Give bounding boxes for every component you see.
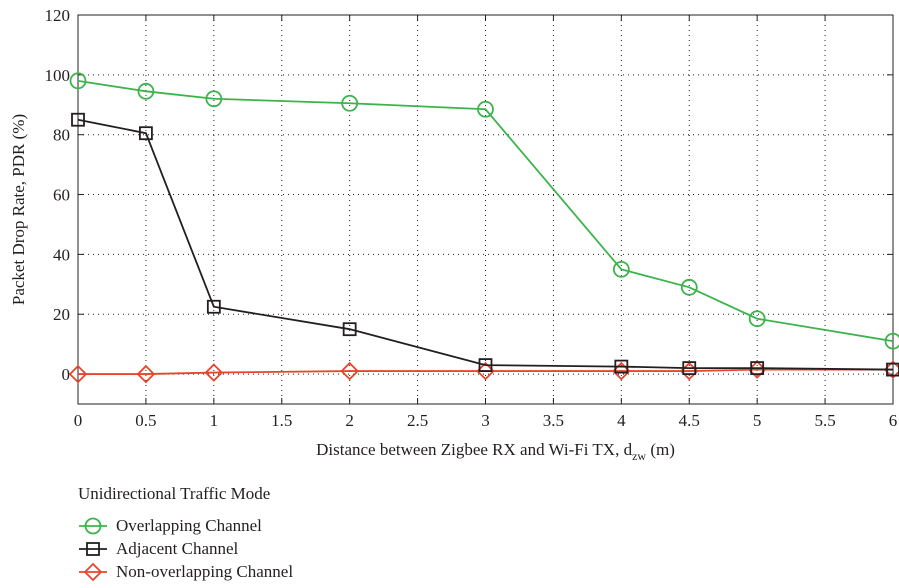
data-point-circle [205,90,223,108]
y-tick-label: 100 [45,66,71,85]
line-chart: 0 0.5 1 1.5 2 2.5 3 3.5 4 4.5 5 5.5 6020406080100120… [9,6,899,463]
data-point-circle [612,260,630,278]
y-tick-label: 120 [45,6,71,25]
y-tick-label: 40 [53,245,70,264]
x-tick-label: 0.5 [135,411,156,430]
x-axis-label-subscript: zw [632,449,646,463]
data-point-square [682,361,697,375]
x-tick-label: 2 [345,411,354,430]
legend: Unidirectional Traffic Mode Overlapping … [78,482,293,583]
x-tick-label: 0 [74,411,83,430]
data-point-square [71,112,85,127]
legend-title: Unidirectional Traffic Mode [78,484,271,503]
legend-swatch-square [79,541,107,556]
data-point-square [614,359,629,374]
data-point-square [886,362,899,377]
x-tick-label: 5 [753,411,762,430]
legend-swatch-diamond [79,562,107,581]
series-layer [68,72,899,384]
series-overlapping-channel [69,72,899,350]
legend-label: Adjacent Channel [116,539,239,558]
data-point-circle [137,82,155,100]
y-tick-label: 0 [62,365,71,384]
data-point-circle [680,278,698,296]
data-point-square [139,126,153,141]
data-point-square [750,361,765,375]
legend-marker-square [86,541,100,556]
x-tick-label: 4.5 [679,411,700,430]
legend-label: Overlapping Channel [116,516,262,535]
x-axis-label-unit: (m) [646,440,675,459]
y-tick-label: 80 [53,126,70,145]
x-tick-label: 2.5 [407,411,428,430]
legend-swatch-circle [79,517,107,534]
legend-marker-diamond [83,562,103,581]
data-point-diamond [68,364,88,384]
x-tick-label: 1 [210,411,219,430]
data-point-circle [477,100,494,118]
legend-item: Overlapping Channel [78,514,293,537]
data-point-square [478,358,493,373]
data-point-diamond [136,364,156,384]
data-point-circle [341,94,359,112]
data-point-circle [69,72,87,90]
series-adjacent-channel [71,112,899,377]
legend-label: Non-overlapping Channel [116,562,294,581]
data-point-circle [884,332,899,350]
y-tick-label: 20 [53,305,70,324]
x-axis-label: Distance between Zigbee RX and Wi-Fi TX,… [316,440,675,463]
grid-lines [78,15,893,404]
x-tick-label: 3.5 [543,411,564,430]
data-point-diamond [204,363,224,382]
data-point-circle [748,310,766,328]
y-tick-label: 60 [53,186,70,205]
series-line [77,118,894,371]
y-axis-label: Packet Drop Rate, PDR (%) [9,114,28,305]
legend-item: Adjacent Channel [78,537,293,560]
data-point-diamond [340,361,359,381]
x-tick-label: 4 [617,411,626,430]
x-axis-label-main: Distance between Zigbee RX and Wi-Fi TX,… [316,440,632,459]
legend-marker-circle [84,517,102,534]
x-tick-label: 3 [481,411,490,430]
x-tick-label: 6 [889,411,898,430]
series-line [77,79,894,343]
data-point-square [206,299,221,314]
x-tick-label: 1.5 [271,411,292,430]
data-point-square [342,322,357,337]
legend-item: Non-overlapping Channel [78,560,293,583]
x-tick-label: 5.5 [814,411,835,430]
